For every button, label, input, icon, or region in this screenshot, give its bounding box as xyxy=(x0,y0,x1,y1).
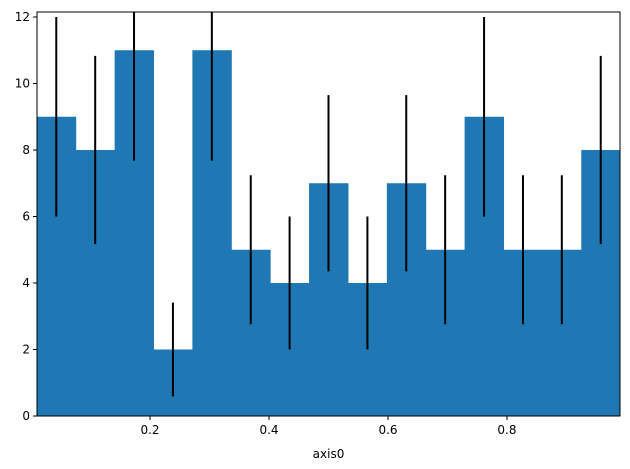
y-tick-label: 8 xyxy=(22,143,30,157)
x-tick-label: 0.4 xyxy=(259,423,278,437)
y-tick-label: 10 xyxy=(15,76,30,90)
error-bars-layer xyxy=(55,12,602,397)
x-tick-label: 0.6 xyxy=(378,423,397,437)
x-tick-label: 0.8 xyxy=(497,423,516,437)
y-tick-label: 6 xyxy=(22,209,30,223)
x-axis: 0.2 0.4 0.6 0.8 xyxy=(140,416,517,437)
y-tick-label: 2 xyxy=(22,342,30,356)
x-axis-label: axis0 xyxy=(313,447,345,461)
plot-frame xyxy=(36,11,621,417)
y-tick-label: 12 xyxy=(15,10,30,24)
y-axis: 0 2 4 6 8 10 12 xyxy=(15,10,37,423)
bars-layer xyxy=(37,50,620,416)
y-tick-label: 4 xyxy=(22,276,30,290)
y-tick-label: 0 xyxy=(22,409,30,423)
x-tick-label: 0.2 xyxy=(140,423,159,437)
